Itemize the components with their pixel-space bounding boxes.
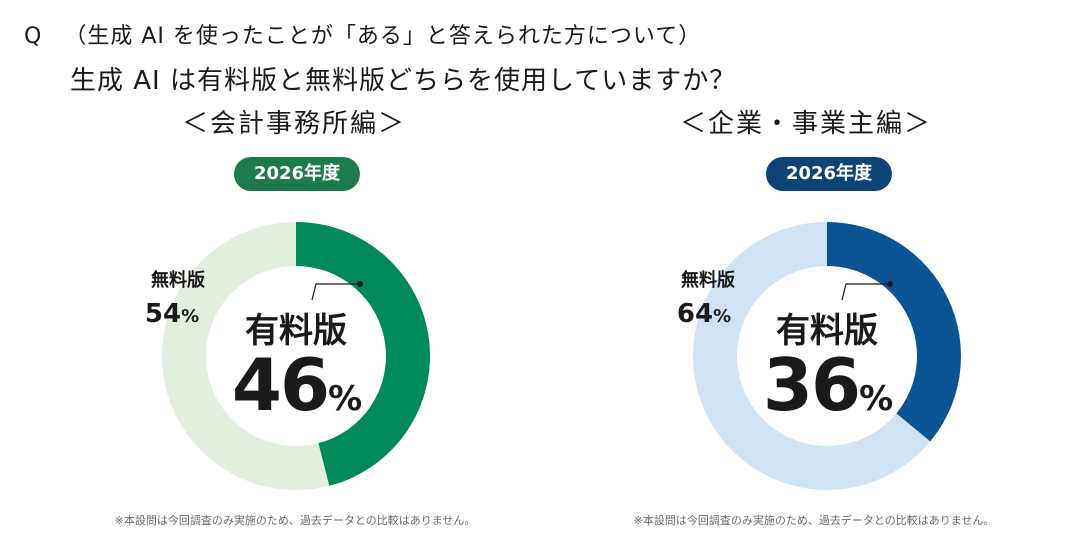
- paid-label: 有料版: [776, 311, 878, 351]
- free-value: 54%: [145, 299, 199, 329]
- free-label: 無料版: [151, 269, 205, 291]
- donut-chart-accounting: 無料版 54% 有料版 46%: [145, 222, 430, 490]
- paid-value: 46%: [232, 343, 361, 427]
- donut-chart-business: 無料版 64% 有料版 36%: [677, 222, 961, 491]
- paid-label: 有料版: [245, 311, 347, 351]
- paid-value-unit: %: [859, 379, 892, 419]
- leader-dot: [887, 281, 893, 287]
- free-value-number: 64: [677, 299, 713, 329]
- footnote-accounting: ※本設問は今回調査のみ実施のため、過去データとの比較はありません。: [114, 514, 476, 527]
- donut-slice-free: [692, 222, 931, 491]
- section-title-business: ＜企業・事業主編＞: [679, 109, 933, 139]
- donut-slice-free: [161, 222, 330, 490]
- year-badge-business: 2026年度: [765, 157, 893, 191]
- question-condition: （生成 AI を使ったことが「ある」と答えられた方について）: [64, 24, 702, 49]
- paid-value-number: 46: [232, 343, 328, 427]
- leader-dot: [357, 281, 363, 287]
- free-value-unit: %: [713, 306, 731, 327]
- free-value-number: 54: [145, 299, 181, 329]
- question-text: 生成 AI は有料版と無料版どちらを使用していますか？: [70, 66, 737, 96]
- paid-value-number: 36: [763, 343, 859, 427]
- free-value-unit: %: [181, 306, 199, 327]
- question-line1: Q （生成 AI を使ったことが「ある」と答えられた方について）: [24, 18, 701, 50]
- question-mark: Q: [24, 24, 43, 49]
- paid-value-unit: %: [328, 379, 361, 419]
- donut-slice-paid: [827, 222, 961, 442]
- free-label: 無料版: [681, 269, 735, 291]
- leader-line: [311, 283, 360, 301]
- free-value: 64%: [677, 299, 731, 329]
- donut-slice-paid: [296, 222, 430, 486]
- year-badge-accounting: 2026年度: [233, 157, 361, 191]
- leader-line: [841, 283, 890, 301]
- section-title-accounting: ＜会計事務所編＞: [181, 109, 407, 139]
- footnote-business: ※本設問は今回調査のみ実施のため、過去データとの比較はありません。: [633, 514, 995, 527]
- paid-value: 36%: [763, 343, 892, 427]
